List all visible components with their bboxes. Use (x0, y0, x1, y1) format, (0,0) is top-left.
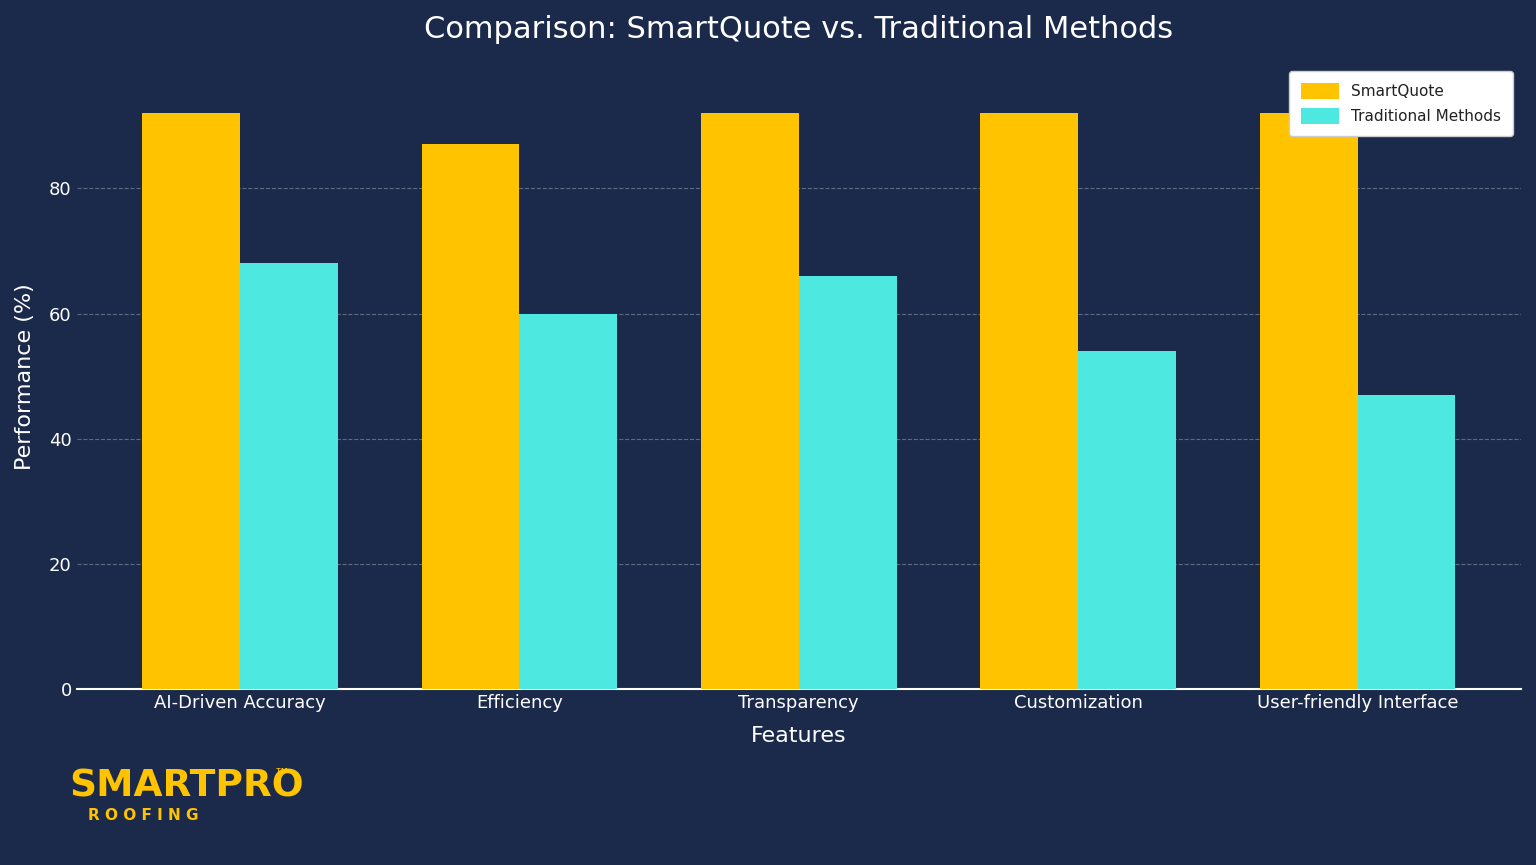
Bar (1358, 395, 1455, 689)
Text: SMARTPRO: SMARTPRO (69, 768, 304, 804)
Bar (1078, 351, 1177, 689)
Bar (1260, 113, 1358, 689)
Text: R O O F I N G: R O O F I N G (88, 809, 198, 823)
Bar (980, 113, 1078, 689)
Text: ™: ™ (273, 765, 290, 783)
Bar (421, 144, 519, 689)
X-axis label: Features: Features (751, 727, 846, 746)
Bar (700, 113, 799, 689)
Title: Comparison: SmartQuote vs. Traditional Methods: Comparison: SmartQuote vs. Traditional M… (424, 15, 1174, 44)
Y-axis label: Performance (%): Performance (%) (15, 283, 35, 470)
Bar (143, 113, 240, 689)
Bar (519, 314, 617, 689)
Bar (799, 276, 897, 689)
Legend: SmartQuote, Traditional Methods: SmartQuote, Traditional Methods (1289, 71, 1513, 136)
Bar (240, 264, 338, 689)
